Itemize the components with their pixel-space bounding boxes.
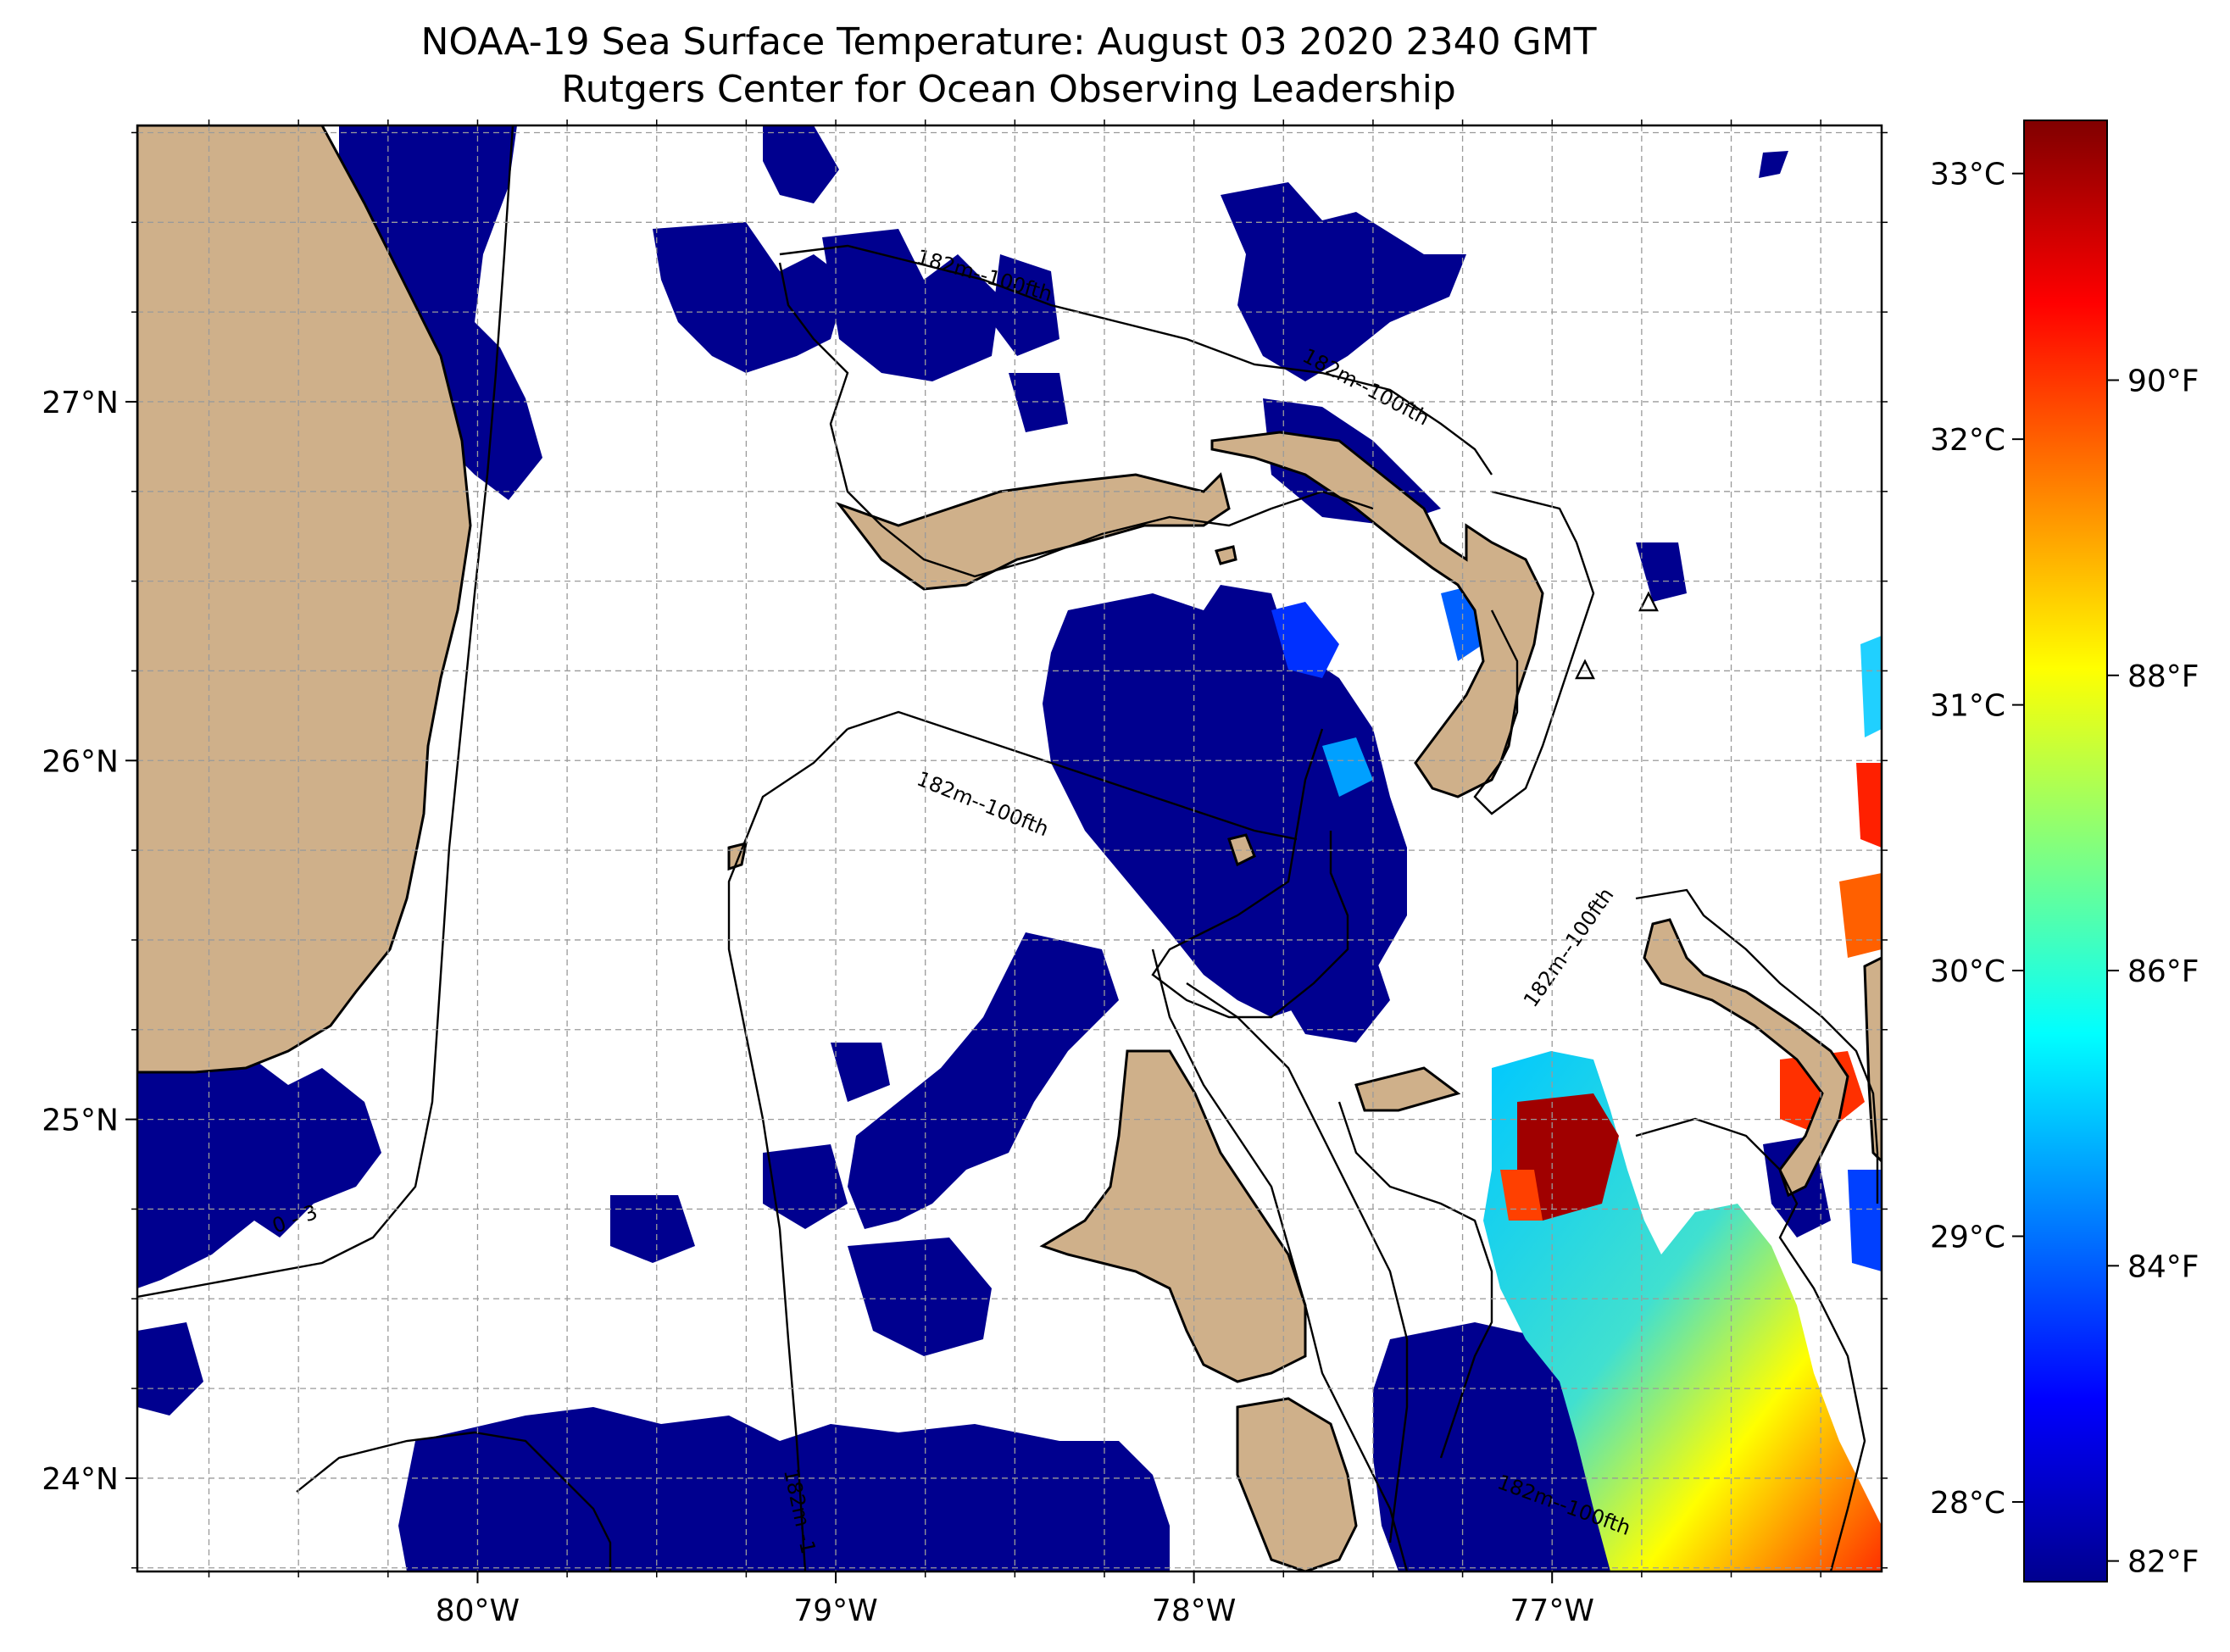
colorbar-ticks: 28°C 29°C 30°C 31°C 32°C 33°C 82°F 84°F 86°F 88°F…: [1930, 158, 2199, 1580]
colorbar-celsius-label: 31°C: [1930, 689, 2005, 724]
map-frame: [136, 124, 1883, 1573]
colorbar: [2023, 120, 2108, 1582]
sst-warm-region: [1483, 636, 1882, 1571]
colorbar-fahrenheit-label: 82°F: [2127, 1545, 2199, 1580]
land: [137, 125, 1882, 1571]
colorbar-celsius-label: 29°C: [1930, 1221, 2005, 1255]
lat-tick-label: 27°N: [42, 386, 119, 420]
figure-title: NOAA-19 Sea Surface Temperature: August …: [420, 20, 1597, 64]
colorbar-celsius-label: 32°C: [1930, 423, 2005, 458]
lon-tick-label: 80°W: [436, 1594, 520, 1628]
colorbar-fahrenheit-label: 84°F: [2127, 1249, 2199, 1284]
lat-tick-label: 26°N: [42, 744, 119, 779]
lat-tick-label: 25°N: [42, 1104, 119, 1138]
lat-tick-label: 24°N: [42, 1462, 119, 1497]
colorbar-celsius-label: 28°C: [1930, 1486, 2005, 1521]
colorbar-fahrenheit-label: 88°F: [2127, 659, 2199, 694]
colorbar-fahrenheit-label: 86°F: [2127, 954, 2199, 989]
figure-subtitle: Rutgers Center for Ocean Observing Leade…: [561, 68, 1456, 111]
map-axis-ticks: 80°W 79°W 78°W 77°W 27°N 26°N 25°N 24°N: [42, 120, 1888, 1628]
lon-tick-label: 79°W: [793, 1594, 877, 1628]
colorbar-fahrenheit-label: 90°F: [2127, 364, 2199, 398]
colorbar-celsius-label: 33°C: [1930, 158, 2005, 192]
lon-tick-label: 78°W: [1152, 1594, 1236, 1628]
colorbar-celsius-label: 30°C: [1930, 954, 2005, 989]
lon-tick-label: 77°W: [1510, 1594, 1594, 1628]
gridlines: [137, 125, 1882, 1571]
